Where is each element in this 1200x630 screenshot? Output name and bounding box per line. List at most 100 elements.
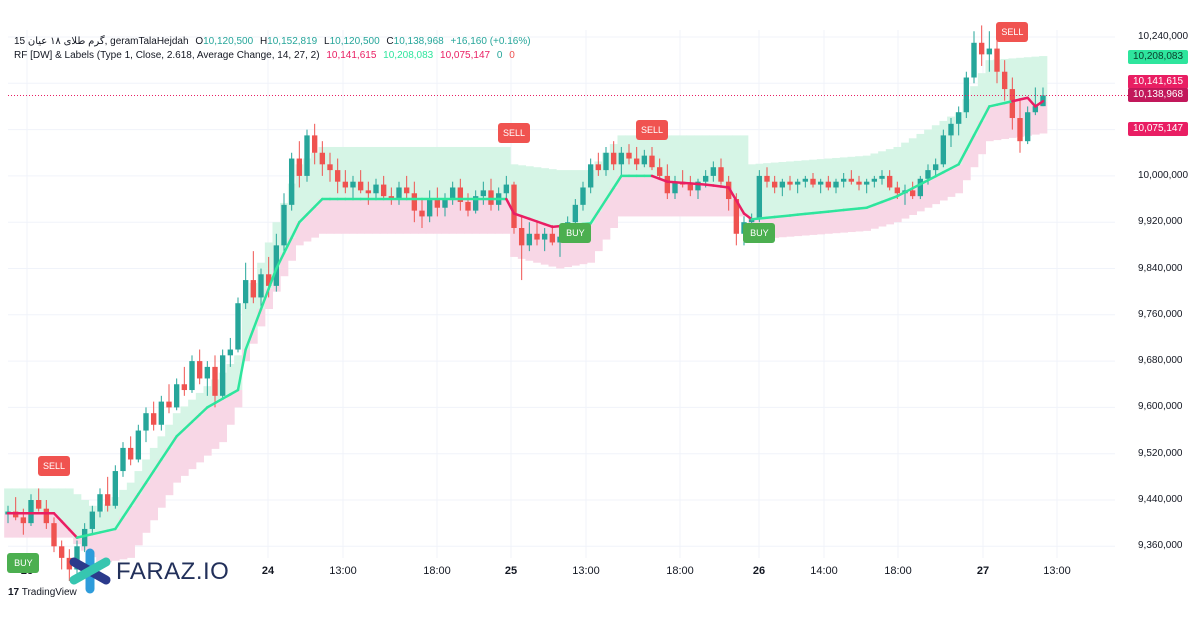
filter-line-segment <box>788 213 799 217</box>
candle-body <box>196 361 203 379</box>
lower-band-segment <box>218 398 227 443</box>
candle-body <box>863 181 870 185</box>
lower-band-segment <box>1039 101 1048 134</box>
lower-band-segment <box>962 149 971 181</box>
candle-body <box>373 184 379 194</box>
lower-band-segment <box>487 199 496 234</box>
tradingview-icon: 17 <box>8 587 20 598</box>
lower-band-segment <box>57 521 66 538</box>
lower-band-segment <box>149 471 158 521</box>
upper-band-segment <box>157 436 166 460</box>
candle-body <box>955 112 962 124</box>
upper-band-segment <box>540 168 549 225</box>
candle-body <box>442 199 448 208</box>
candle-body <box>20 517 27 524</box>
filter-line-segment <box>727 186 738 202</box>
candle-body <box>89 511 96 529</box>
candle-body <box>135 430 142 460</box>
filter-line-segment <box>75 534 86 539</box>
legend-low: 10,120,500 <box>329 36 380 47</box>
candle-body <box>925 170 931 179</box>
candle-body <box>610 152 617 165</box>
lower-band-segment <box>379 199 388 234</box>
filter-line-segment <box>275 251 286 270</box>
filter-line-segment <box>896 190 907 198</box>
buy-signal-label: BUY <box>7 553 40 574</box>
lower-band-segment <box>241 349 250 362</box>
lower-band-segment <box>165 447 174 496</box>
lower-band-segment <box>954 164 963 194</box>
candle-body <box>143 413 149 431</box>
upper-band-segment <box>931 125 940 177</box>
filter-line-segment <box>696 182 707 186</box>
lower-band-segment <box>303 214 312 242</box>
lower-band-segment <box>188 421 197 470</box>
candle-body <box>273 245 280 286</box>
filter-line-segment <box>850 207 861 211</box>
lower-band-segment <box>694 184 703 217</box>
filter-line-segment <box>206 401 217 409</box>
x-tick-label: 26 <box>752 565 766 577</box>
upper-band-segment <box>57 488 66 522</box>
candle-body <box>1009 89 1016 119</box>
upper-band-segment <box>740 135 749 214</box>
candle-body <box>771 181 778 188</box>
lower-band-segment <box>88 534 97 558</box>
buy-signal-label: BUY <box>743 223 776 244</box>
candle-body <box>66 557 73 570</box>
filter-line-segment <box>980 105 991 123</box>
filter-line-segment <box>52 512 63 523</box>
faraz-logo-text: FARAZ.IO <box>116 558 230 585</box>
lower-band-segment <box>947 168 956 197</box>
candle-body <box>28 500 34 524</box>
lower-band-segment <box>793 214 802 237</box>
filter-line-segment <box>244 328 255 351</box>
candle-body <box>840 178 847 182</box>
filter-line-segment <box>106 527 117 532</box>
candle-body <box>97 494 103 512</box>
y-tick-label: 9,520,000 <box>1138 447 1183 459</box>
filter-line-segment <box>857 206 868 210</box>
upper-band-segment <box>548 169 557 227</box>
upper-band-segment <box>594 161 603 212</box>
tradingview-brand[interactable]: 17 TradingView <box>8 587 77 598</box>
upper-band-segment <box>970 86 979 136</box>
filter-line-segment <box>827 209 838 213</box>
candle-body <box>1001 71 1008 90</box>
filter-line-segment <box>68 528 79 539</box>
lower-band-segment <box>395 199 404 234</box>
x-tick-label: 18:00 <box>884 565 912 577</box>
filter-line-segment <box>91 531 102 536</box>
upper-band-segment <box>602 152 611 200</box>
x-tick-label: 13:00 <box>1043 565 1071 577</box>
upper-band-segment <box>50 488 59 514</box>
candle-body <box>641 155 648 165</box>
lower-band-segment <box>471 199 480 234</box>
upper-band-segment <box>724 135 733 188</box>
lower-band-segment <box>203 407 212 456</box>
candle-body <box>764 175 770 182</box>
candle-body <box>327 164 333 171</box>
lower-band-segment <box>839 210 848 233</box>
filter-line-segment <box>888 194 899 201</box>
lower-band-segment <box>1000 102 1009 139</box>
lower-band-segment <box>364 199 373 234</box>
filter-line-segment <box>650 174 661 181</box>
filter-line-segment <box>942 167 953 174</box>
candle-body <box>242 280 249 304</box>
legend-indicator-row: RF [DW] & Labels (Type 1, Close, 2.618, … <box>14 50 519 61</box>
lower-band-segment <box>586 223 595 263</box>
lower-band-segment <box>234 390 243 408</box>
candle-body <box>710 167 717 176</box>
candle-body <box>296 158 303 176</box>
filter-line-segment <box>305 205 316 216</box>
filter-line-segment <box>1003 99 1014 105</box>
upper-band-segment <box>80 500 89 536</box>
candle-body <box>511 184 517 228</box>
lower-band-segment <box>249 329 258 344</box>
legend-symbol: گرم طلای ۱۸ عیان 15, geramTalaHejdah <box>14 36 189 47</box>
lower-band-segment <box>985 106 994 142</box>
lower-band-segment <box>195 414 204 463</box>
filter-line-segment <box>313 197 324 209</box>
